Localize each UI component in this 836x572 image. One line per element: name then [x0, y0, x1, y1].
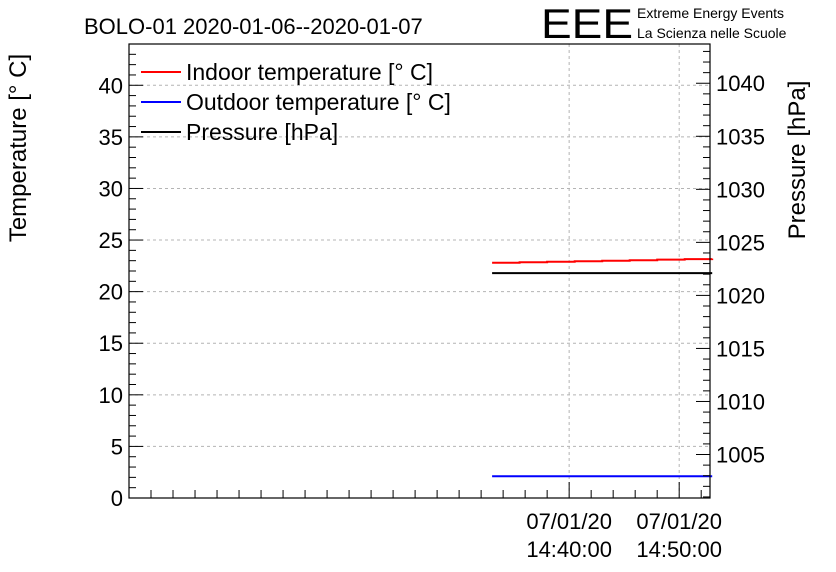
- y2-tick-label: 1040: [716, 71, 765, 96]
- y2-tick-label: 1015: [716, 336, 765, 361]
- logo-line2: La Scienza nelle Scuole: [637, 25, 787, 41]
- y2-tick-label: 1035: [716, 124, 765, 149]
- y-tick-label: 40: [99, 73, 123, 98]
- legend-label: Indoor temperature [° C]: [186, 59, 433, 85]
- legend-label: Pressure [hPa]: [186, 119, 338, 145]
- series-line: [492, 258, 714, 264]
- y-tick-label: 15: [99, 331, 123, 356]
- x-tick-date: 07/01/20: [636, 509, 722, 534]
- y-tick-label: 30: [99, 176, 123, 201]
- x-tick-date: 07/01/20: [526, 509, 612, 534]
- y-tick-label: 10: [99, 383, 123, 408]
- eee-logo: EEE Extreme Energy Events La Scienza nel…: [541, 0, 787, 47]
- legend: Indoor temperature [° C] Outdoor temperat…: [141, 59, 451, 145]
- y-axis-right: 1005 1010 1015 1020 1025 1030 1035 1040: [696, 50, 765, 498]
- y2-tick-label: 1030: [716, 177, 765, 202]
- x-tick-time: 14:40:00: [526, 537, 612, 562]
- y-tick-label: 35: [99, 125, 123, 150]
- y2-tick-label: 1010: [716, 389, 765, 414]
- y-axis-left: 0 5 10 15 20 25 30 35 40: [99, 53, 143, 511]
- y2-tick-label: 1020: [716, 283, 765, 308]
- y-tick-label: 20: [99, 280, 123, 305]
- x-axis: 07/01/20 14:40:00 07/01/20 14:50:00: [128, 482, 722, 562]
- y2-tick-label: 1005: [716, 443, 765, 468]
- logo-line1: Extreme Energy Events: [637, 5, 784, 21]
- legend-label: Outdoor temperature [° C]: [186, 89, 451, 115]
- y2-axis-label: Pressure [hPa]: [784, 81, 811, 240]
- x-tick-time: 14:50:00: [636, 537, 722, 562]
- logo-letters: EEE: [541, 0, 633, 47]
- y-axis-label: Temperature [° C]: [5, 54, 32, 242]
- y2-tick-label: 1025: [716, 230, 765, 255]
- y-tick-label: 5: [111, 434, 123, 459]
- chart-title: BOLO-01 2020-01-06--2020-01-07: [84, 14, 423, 39]
- y-tick-label: 0: [111, 486, 123, 511]
- y-tick-label: 25: [99, 228, 123, 253]
- chart-grid: [129, 44, 710, 498]
- series-lines: [492, 258, 714, 478]
